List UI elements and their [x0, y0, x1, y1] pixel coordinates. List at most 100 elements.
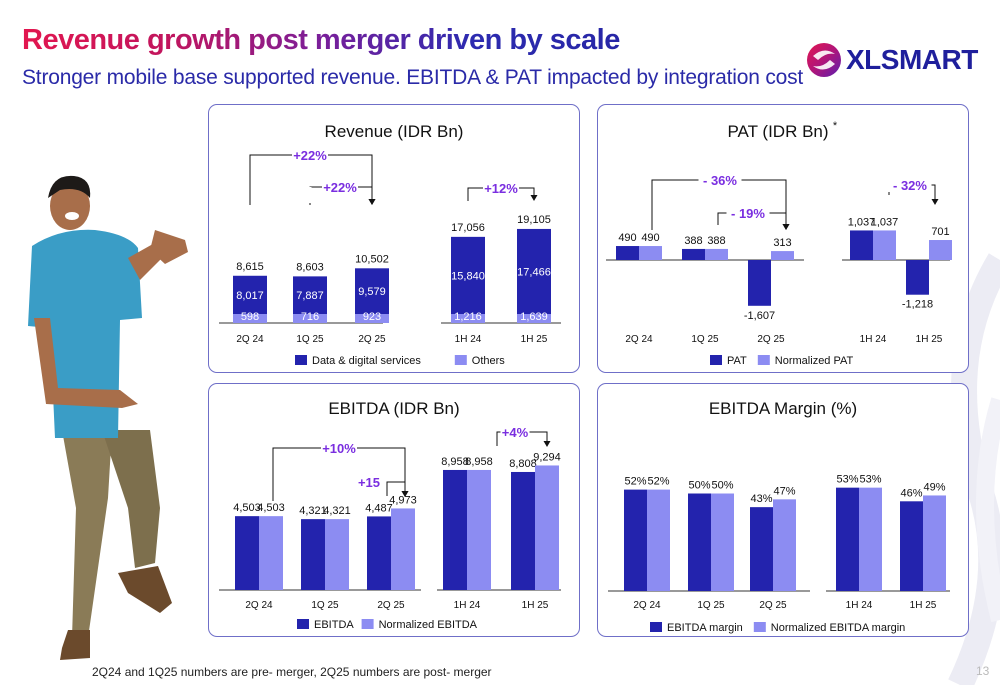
data-label-data-digital: 7,887: [296, 290, 324, 302]
growth-annotation-1-label-bg: [292, 147, 328, 162]
data-label-others: 923: [363, 311, 381, 323]
x-tick-label: 1H 24: [454, 600, 481, 611]
bar-pat: [906, 260, 929, 295]
data-label-ebitda: 4,321: [299, 505, 327, 517]
data-label-ebitda-margin: 53%: [836, 474, 858, 486]
legend-swatch-2: [757, 355, 770, 365]
growth-annotation-2-label: +22%: [323, 180, 357, 195]
data-label-ebitda-margin: 52%: [624, 476, 646, 488]
ebitda-margin-chart-panel: EBITDA Margin (%) 52% 52% 2Q 24 50% 50% 1Q 25 4…: [597, 383, 969, 637]
bar-normalized-ebitda: [535, 465, 559, 590]
change-annotation-2-label: - 19%: [731, 206, 765, 221]
change-annotation-2-arrow: [782, 224, 790, 230]
growth-annotation-3-label: +12%: [484, 181, 518, 196]
change-annotation-3-label: - 32%: [893, 178, 927, 193]
brand-name: XLSMART: [846, 44, 978, 75]
x-tick-label: 1Q 25: [697, 600, 725, 611]
growth-annotation-3-label: +4%: [502, 425, 529, 440]
revenue-chart: Revenue (IDR Bn) 598 8,017 8,615 2Q 24 716 7,8…: [219, 122, 561, 367]
data-label-others: 716: [301, 311, 319, 323]
data-label-normalized-ebitda-margin: 53%: [859, 474, 881, 486]
data-label-normalized-ebitda-margin: 50%: [711, 480, 733, 492]
data-label-normalized-pat: 388: [707, 235, 725, 247]
bar-ebitda-margin: [688, 493, 711, 591]
bar-ebitda: [235, 516, 259, 590]
x-tick-label: 2Q 24: [236, 334, 264, 345]
bar-data-digital: [451, 236, 485, 314]
x-tick-label: 2Q 25: [759, 600, 787, 611]
bar-normalized-pat: [929, 240, 952, 260]
change-annotation-1-label: - 36%: [703, 173, 737, 188]
legend-label-2: Normalized EBITDA margin: [771, 622, 906, 634]
data-label-normalized-ebitda-margin: 47%: [773, 485, 795, 497]
x-tick-label: 1H 25: [916, 334, 943, 345]
growth-annotation-1-label: +10%: [322, 441, 356, 456]
legend-swatch-1: [710, 355, 722, 365]
data-label-ebitda-margin: 43%: [750, 493, 772, 505]
legend-label-2: Normalized PAT: [775, 355, 854, 367]
data-label-normalized-pat: 490: [641, 232, 659, 244]
growth-annotation-1-label: +22%: [293, 148, 327, 163]
bar-data-digital: [293, 276, 327, 314]
data-label-ebitda: 8,808: [509, 458, 537, 470]
bar-normalized-ebitda-margin: [773, 499, 796, 591]
bar-ebitda: [511, 471, 535, 590]
growth-annotation-2-arrow: [368, 199, 376, 205]
x-tick-label: 2Q 25: [377, 600, 405, 611]
chart-title-note: *: [833, 120, 838, 132]
change-annotation-2-label-bg: [726, 205, 770, 220]
bar-others: [233, 314, 267, 323]
data-label-others: 1,216: [454, 311, 482, 323]
x-tick-label: 2Q 24: [633, 600, 661, 611]
bar-ebitda-margin: [836, 487, 859, 591]
change-annotation-3-arrow: [931, 199, 939, 205]
bar-normalized-ebitda: [325, 519, 349, 590]
bar-normalized-ebitda: [259, 516, 283, 590]
chart-title: Revenue (IDR Bn): [325, 122, 464, 141]
chart-title: EBITDA (IDR Bn): [328, 399, 459, 418]
x-tick-label: 2Q 25: [757, 334, 785, 345]
bar-ebitda: [443, 469, 467, 590]
data-label-ebitda-margin: 46%: [900, 487, 922, 499]
data-label-total: 10,502: [355, 253, 389, 265]
logo-mark-icon: [807, 43, 841, 77]
legend-label-1: Data & digital services: [312, 355, 421, 367]
x-tick-label: 1H 25: [522, 600, 549, 611]
growth-annotation-2-label-bg: [322, 179, 358, 194]
ebitda-chart-panel: EBITDA (IDR Bn) 4,503 4,503 2Q 24 4,321 4,321…: [208, 383, 580, 637]
data-label-ebitda: 4,487: [365, 502, 393, 514]
data-label-pat: 388: [684, 235, 702, 247]
data-label-data-digital: 8,017: [236, 290, 264, 302]
data-label-pat: -1,218: [902, 299, 933, 311]
bar-normalized-ebitda-margin: [647, 489, 670, 591]
bar-pat: [850, 230, 873, 260]
bar-others: [517, 314, 551, 323]
background-swirl-decoration: [948, 253, 1000, 685]
legend-swatch-1: [650, 622, 662, 632]
ebitda-margin-chart: EBITDA Margin (%) 52% 52% 2Q 24 50% 50% 1Q 25 4…: [608, 399, 950, 634]
data-label-pat: 1,037: [848, 216, 876, 228]
data-label-normalized-ebitda: 4,321: [323, 505, 351, 517]
data-label-normalized-ebitda: 4,503: [257, 502, 285, 514]
footnote: 2Q24 and 1Q25 numbers are pre- merger, 2…: [92, 665, 492, 679]
x-tick-label: 1H 25: [521, 334, 548, 345]
data-label-normalized-ebitda: 9,294: [533, 451, 561, 463]
bar-pat: [748, 260, 771, 306]
data-label-data-digital: 15,840: [451, 270, 485, 282]
x-tick-label: 2Q 24: [625, 334, 653, 345]
data-label-normalized-ebitda: 8,958: [465, 456, 493, 468]
data-label-total: 17,056: [451, 222, 485, 234]
data-label-ebitda: 8,958: [441, 456, 469, 468]
growth-annotation-2-line: [386, 481, 406, 496]
bar-normalized-pat: [705, 248, 728, 260]
bar-others: [355, 314, 389, 323]
bar-normalized-pat: [639, 246, 662, 260]
bar-others: [451, 314, 485, 323]
legend-label-1: EBITDA margin: [667, 622, 743, 634]
change-annotation-1-label-bg: [698, 172, 742, 187]
bar-ebitda-margin: [750, 507, 773, 591]
growth-annotation-1-label-bg: [321, 440, 357, 455]
x-tick-label: 1Q 25: [311, 600, 339, 611]
legend-label-2: Normalized EBITDA: [379, 619, 478, 631]
bar-others: [293, 314, 327, 323]
